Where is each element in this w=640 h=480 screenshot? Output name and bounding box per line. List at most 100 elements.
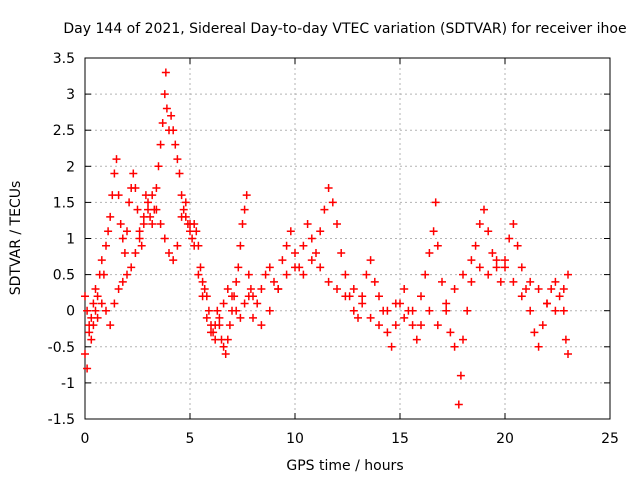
data-point [431, 198, 440, 207]
data-point [475, 263, 484, 272]
data-point [211, 335, 220, 344]
data-point [564, 270, 572, 279]
data-point [261, 270, 270, 279]
data-point [152, 205, 161, 214]
data-point [328, 198, 337, 207]
data-point [162, 104, 171, 113]
data-point [181, 198, 190, 207]
data-point [198, 277, 207, 286]
y-tick-label: 0.5 [53, 268, 75, 284]
data-point [196, 263, 205, 272]
data-point [517, 292, 526, 301]
data-point [213, 306, 222, 315]
data-point [219, 342, 228, 351]
data-point [81, 350, 89, 359]
axis-ticks: 0 5 10 15 20 25 -1.5 -1 -0.5 0 0.5 1 1.5 2 2.5 3 3.5 [48, 51, 619, 447]
data-point [244, 292, 253, 301]
data-point [391, 321, 400, 330]
data-point [459, 335, 467, 344]
data-point [83, 306, 92, 315]
data-point [158, 118, 167, 127]
data-point [324, 277, 333, 286]
x-tick-label: 20 [496, 431, 514, 447]
data-point [341, 270, 350, 279]
data-point [456, 371, 465, 380]
data-point [513, 241, 522, 250]
y-tick-label: -1 [61, 376, 75, 392]
data-point [559, 285, 568, 294]
y-tick-label: 2.5 [53, 123, 75, 139]
data-point [97, 299, 106, 308]
y-tick-label: -0.5 [48, 340, 75, 356]
data-point [316, 263, 325, 272]
data-point [501, 263, 509, 272]
data-point [169, 256, 178, 265]
y-tick-label: 3 [66, 87, 75, 103]
data-point [442, 306, 451, 315]
data-point [123, 270, 131, 279]
data-point [270, 277, 278, 286]
x-tick-label: 15 [391, 431, 409, 447]
data-point [165, 248, 173, 257]
data-point [349, 306, 358, 315]
data-point [244, 270, 253, 279]
data-point [316, 227, 325, 236]
data-point [291, 263, 299, 272]
data-points [81, 68, 572, 409]
data-point [133, 205, 142, 214]
data-point [333, 285, 341, 294]
data-point [106, 321, 115, 330]
data-point [148, 191, 157, 200]
data-point [257, 321, 266, 330]
data-point [383, 328, 392, 337]
data-point [125, 198, 134, 207]
data-point [425, 306, 434, 315]
data-point [459, 270, 467, 279]
data-point [484, 227, 493, 236]
data-point [450, 285, 459, 294]
data-point [564, 350, 572, 359]
data-point [249, 313, 257, 322]
data-point [307, 256, 316, 265]
data-point [400, 285, 409, 294]
data-point [215, 313, 224, 322]
data-point [509, 277, 518, 286]
data-point [561, 335, 570, 344]
data-point [135, 227, 144, 236]
data-point [303, 220, 312, 229]
y-tick-label: -1.5 [48, 412, 75, 428]
data-point [186, 220, 194, 229]
x-tick-label: 0 [81, 431, 90, 447]
data-point [160, 234, 169, 243]
data-point [484, 270, 493, 279]
data-point [282, 241, 291, 250]
x-tick-label: 5 [186, 431, 195, 447]
data-point [102, 241, 110, 250]
data-point [417, 292, 425, 301]
data-point [496, 277, 505, 286]
data-point [144, 205, 152, 214]
data-point [366, 256, 375, 265]
data-point [204, 306, 213, 315]
data-point [173, 241, 182, 250]
data-point [202, 313, 211, 322]
data-point [492, 263, 501, 272]
data-point [161, 68, 170, 77]
data-point [454, 400, 463, 409]
data-point [91, 285, 100, 294]
data-point [429, 227, 438, 236]
data-point [114, 191, 123, 200]
data-point [278, 256, 287, 265]
data-point [127, 263, 136, 272]
data-point [93, 292, 102, 301]
data-point [534, 342, 543, 351]
data-point [139, 220, 148, 229]
data-point [112, 155, 121, 164]
data-point [81, 292, 89, 301]
data-point [99, 270, 108, 279]
data-point [312, 248, 320, 257]
data-point [198, 292, 207, 301]
data-point [135, 234, 144, 243]
data-point [192, 227, 201, 236]
